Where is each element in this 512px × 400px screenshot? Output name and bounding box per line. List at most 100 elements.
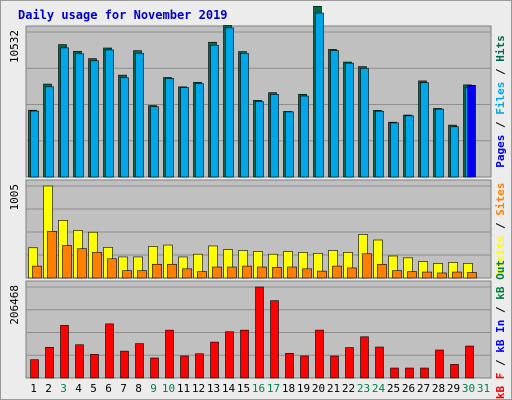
bar-files-day-14 — [225, 27, 234, 178]
bar-kb-f-day-17 — [270, 300, 279, 379]
bar-sites-day-7 — [122, 270, 132, 279]
x-tick-label-day-28: 28 — [432, 382, 445, 395]
bar-kb-f-day-2 — [45, 346, 54, 379]
legend-entry: Visits — [494, 236, 507, 276]
legend-entry: Files — [494, 82, 507, 115]
bar-sites-day-24 — [377, 263, 387, 279]
x-tick-label-day-15: 15 — [237, 382, 250, 395]
bar-files-day-25 — [390, 122, 399, 178]
bar-sites-day-21 — [332, 265, 342, 279]
bar-files-day-19 — [300, 95, 309, 178]
x-tick-label-day-1: 1 — [30, 382, 37, 395]
axis-max-label: 10532 — [8, 30, 21, 63]
x-tick-label-day-4: 4 — [75, 382, 82, 395]
x-tick-label-day-16: 16 — [252, 382, 265, 395]
bar-sites-day-8 — [137, 270, 147, 279]
x-tick-label-day-8: 8 — [135, 382, 142, 395]
x-tick-label-day-5: 5 — [90, 382, 97, 395]
bar-sites-day-25 — [392, 270, 402, 279]
bar-files-day-20 — [315, 12, 324, 178]
bar-sites-day-6 — [107, 258, 117, 279]
bar-files-day-3 — [60, 47, 69, 178]
bar-kb-f-day-8 — [135, 343, 144, 379]
bar-kb-f-day-24 — [375, 346, 384, 379]
x-tick-label-day-12: 12 — [192, 382, 205, 395]
bar-sites-day-13 — [212, 266, 222, 279]
x-tick-label-day-10: 10 — [162, 382, 175, 395]
x-tick-label-day-13: 13 — [207, 382, 220, 395]
bar-kb-f-day-27 — [420, 367, 429, 379]
x-tick-label-day-6: 6 — [105, 382, 112, 395]
bar-files-day-22 — [345, 62, 354, 178]
bar-files-day-10 — [165, 78, 174, 178]
chart-panels: 10532 Pages / Files / Hits 1005 Visits / Si… — [8, 5, 507, 399]
bar-sites-day-29 — [452, 271, 462, 279]
x-tick-label-day-30: 30 — [462, 382, 475, 395]
bar-kb-f-day-25 — [390, 367, 399, 379]
x-tick-label-day-7: 7 — [120, 382, 127, 395]
bar-kb-f-day-5 — [90, 354, 99, 379]
x-tick-label-day-20: 20 — [312, 382, 325, 395]
panel-visits_sites: 1005 Visits / Sites — [8, 179, 507, 279]
bar-kb-f-day-4 — [75, 344, 84, 379]
bar-files-day-23 — [360, 68, 369, 178]
bar-kb-f-day-29 — [450, 364, 459, 379]
x-tick-label-day-27: 27 — [417, 382, 430, 395]
bar-sites-day-15 — [242, 265, 252, 279]
legend-entry: Hits — [494, 35, 507, 62]
x-tick-label-day-25: 25 — [387, 382, 400, 395]
legend-labels: Pages / Files / Hits — [494, 35, 507, 168]
bar-files-day-26 — [405, 115, 414, 178]
x-tick-label-day-21: 21 — [327, 382, 340, 395]
legend-separator: / — [494, 353, 507, 373]
bar-files-day-21 — [330, 50, 339, 178]
bar-files-day-16 — [255, 101, 264, 178]
bar-kb-f-day-20 — [315, 329, 324, 379]
bar-kb-f-day-15 — [240, 329, 249, 379]
x-tick-label-day-31: 31 — [477, 382, 490, 395]
bar-files-day-12 — [195, 83, 204, 178]
bar-sites-day-4 — [77, 248, 87, 279]
bar-sites-day-9 — [152, 263, 162, 279]
axis-max-label: 1005 — [8, 184, 21, 211]
bar-kb-f-day-9 — [150, 357, 159, 379]
x-tick-label-day-9: 9 — [150, 382, 157, 395]
x-tick-label-day-11: 11 — [177, 382, 190, 395]
legend-labels: Visits / Sites — [494, 183, 507, 276]
bar-sites-day-22 — [347, 267, 357, 279]
x-tick-label-day-17: 17 — [267, 382, 280, 395]
bar-files-day-5 — [90, 60, 99, 178]
bar-kb-f-day-22 — [345, 347, 354, 379]
bar-sites-day-5 — [92, 252, 102, 279]
bar-files-day-18 — [285, 111, 294, 178]
bar-files-day-11 — [180, 87, 189, 178]
bar-kb-f-day-11 — [180, 355, 189, 379]
bar-sites-day-10 — [167, 263, 177, 279]
bar-sites-day-20 — [317, 270, 327, 279]
x-tick-label-day-2: 2 — [45, 382, 52, 395]
bar-files-day-13 — [210, 45, 219, 178]
bar-sites-day-27 — [422, 271, 432, 279]
x-tick-label-day-19: 19 — [297, 382, 310, 395]
x-tick-label-day-23: 23 — [357, 382, 370, 395]
bar-sites-day-30 — [467, 272, 477, 279]
bar-kb-f-day-3 — [60, 325, 69, 379]
bar-files-day-28 — [435, 108, 444, 178]
bar-kb-f-day-30 — [465, 345, 474, 379]
axis-max-label: 206468 — [8, 285, 21, 325]
legend-entry: Pages — [494, 135, 507, 168]
bar-kb-f-day-23 — [360, 336, 369, 379]
bar-kb-f-day-7 — [120, 350, 129, 379]
legend-entry: kB In — [494, 320, 507, 353]
legend-entry: kB Out — [494, 260, 507, 300]
bar-sites-day-12 — [197, 271, 207, 279]
x-tick-label-day-22: 22 — [342, 382, 355, 395]
x-tick-label-day-14: 14 — [222, 382, 236, 395]
bar-sites-day-28 — [437, 272, 447, 279]
bar-sites-day-3 — [62, 245, 72, 279]
bar-kb-f-day-1 — [30, 359, 39, 379]
x-tick-label-day-26: 26 — [402, 382, 415, 395]
x-tick-label-day-18: 18 — [282, 382, 295, 395]
bar-kb-f-day-10 — [165, 329, 174, 379]
bar-sites-day-14 — [227, 266, 237, 279]
